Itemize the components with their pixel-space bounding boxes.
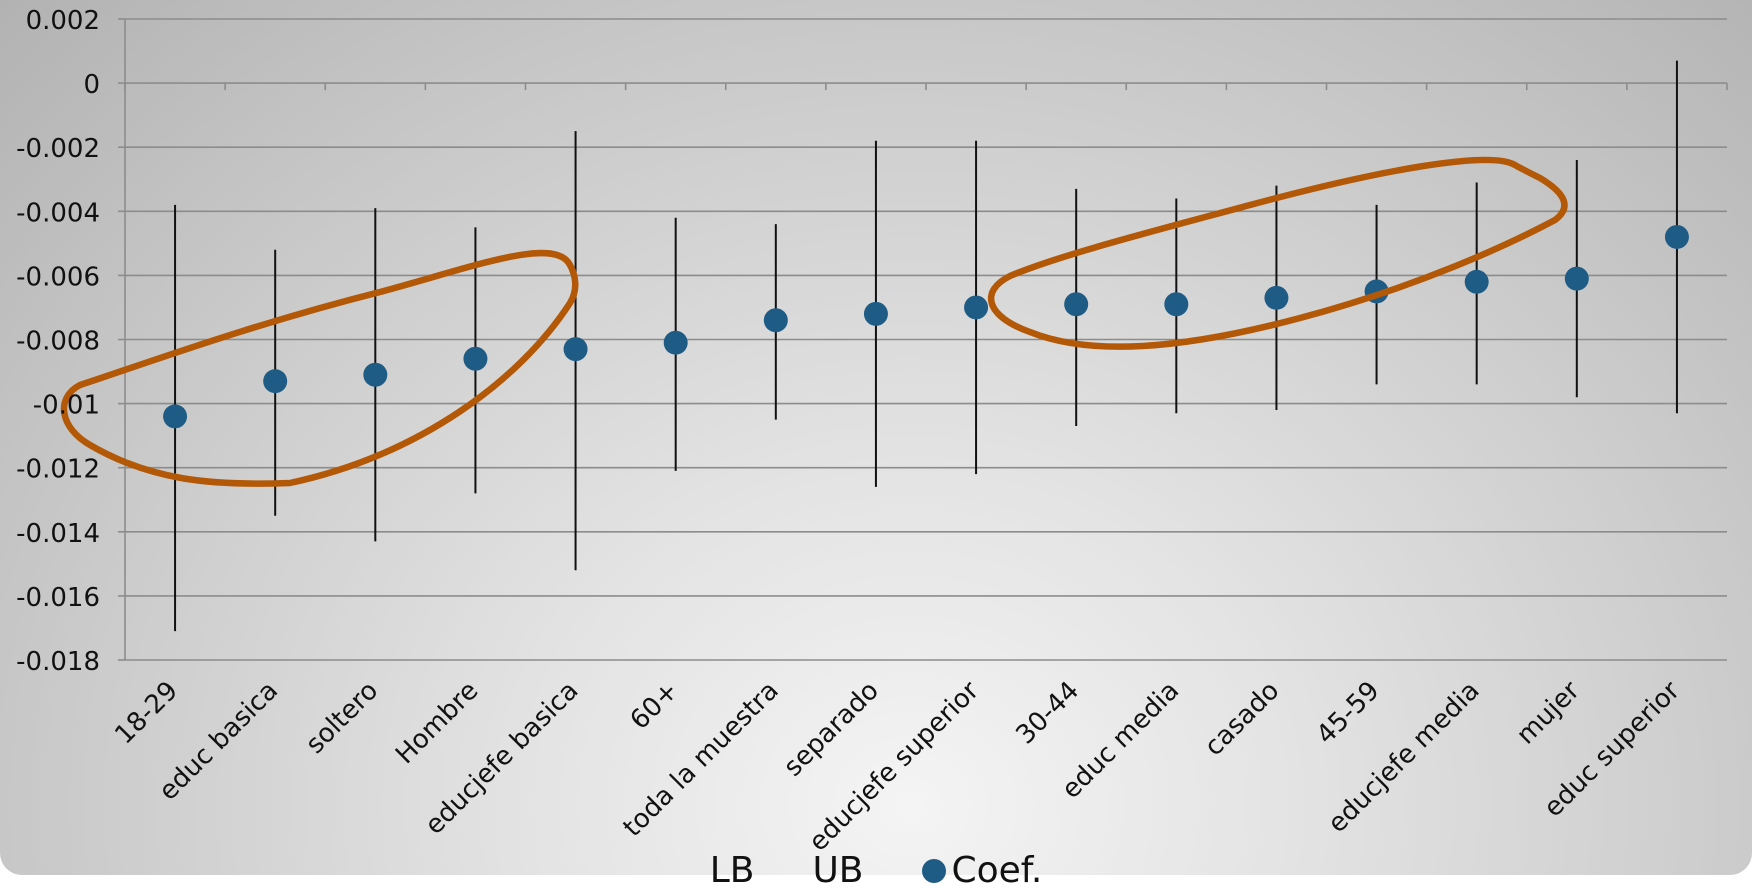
x-tick-label: 60+ [625,676,685,736]
coef-point [1164,292,1189,317]
y-tick-label: -0.006 [16,262,100,292]
x-tick-label: 45-59 [1311,676,1386,751]
legend-ub: UB [812,850,864,891]
x-tick-label: 18-29 [109,676,184,751]
gridlines [125,18,1727,661]
error-bars [174,60,1678,632]
y-tick-label: -0.014 [16,519,100,549]
coef-point [663,330,688,355]
coef-point [964,295,989,320]
annotation-loop [988,156,1568,350]
y-tick-label: 0 [83,70,100,100]
legend-lb: LB [709,850,755,891]
x-tick-label: soltero [300,676,384,760]
x-tick-label: mujer [1511,676,1586,751]
legend: LB UB Coef. [0,852,1752,889]
chart-area: 0.002 0 -0.002 -0.004 -0.006 -0.008 -0.01 -0.01… [0,0,1752,875]
y-tick-label: 0.002 [26,6,100,36]
chart-svg: 0.002 0 -0.002 -0.004 -0.006 -0.008 -0.01 -0.01… [16,6,1728,858]
coef-point [263,369,288,394]
annotation-loop [60,249,579,487]
coef-point [863,301,888,326]
y-tick-label: -0.016 [16,583,100,613]
y-tick-labels: 0.002 0 -0.002 -0.004 -0.006 -0.008 -0.01 -0.01… [16,6,100,677]
coef-point [763,308,788,333]
coef-point [363,362,388,387]
coef-point [1264,285,1289,310]
x-tick-label: separado [778,676,885,783]
axes [118,18,1728,661]
y-tick-label: -0.012 [16,455,100,485]
legend-coef-marker [921,859,946,883]
coef-point [1464,269,1489,294]
y-tick-label: -0.002 [16,134,100,164]
x-tick-label: 30-44 [1010,676,1085,751]
coef-point [563,337,588,362]
coef-points [163,224,1689,429]
y-tick-label: -0.004 [16,198,100,228]
y-tick-label: -0.018 [16,647,100,677]
x-tick-label: Hombre [390,676,484,770]
coef-point [1664,224,1689,249]
coef-point [1064,292,1089,317]
y-tick-label: -0.008 [16,327,100,357]
x-tick-label: educjefe superior [803,676,985,858]
legend-coef: Coef. [951,850,1043,891]
coef-point [1564,266,1589,291]
coef-point [463,346,488,371]
y-tick-label: -0.01 [33,391,100,421]
x-tick-label: casado [1199,676,1285,762]
annotation-loops [60,156,1568,487]
coef-point [163,404,188,429]
